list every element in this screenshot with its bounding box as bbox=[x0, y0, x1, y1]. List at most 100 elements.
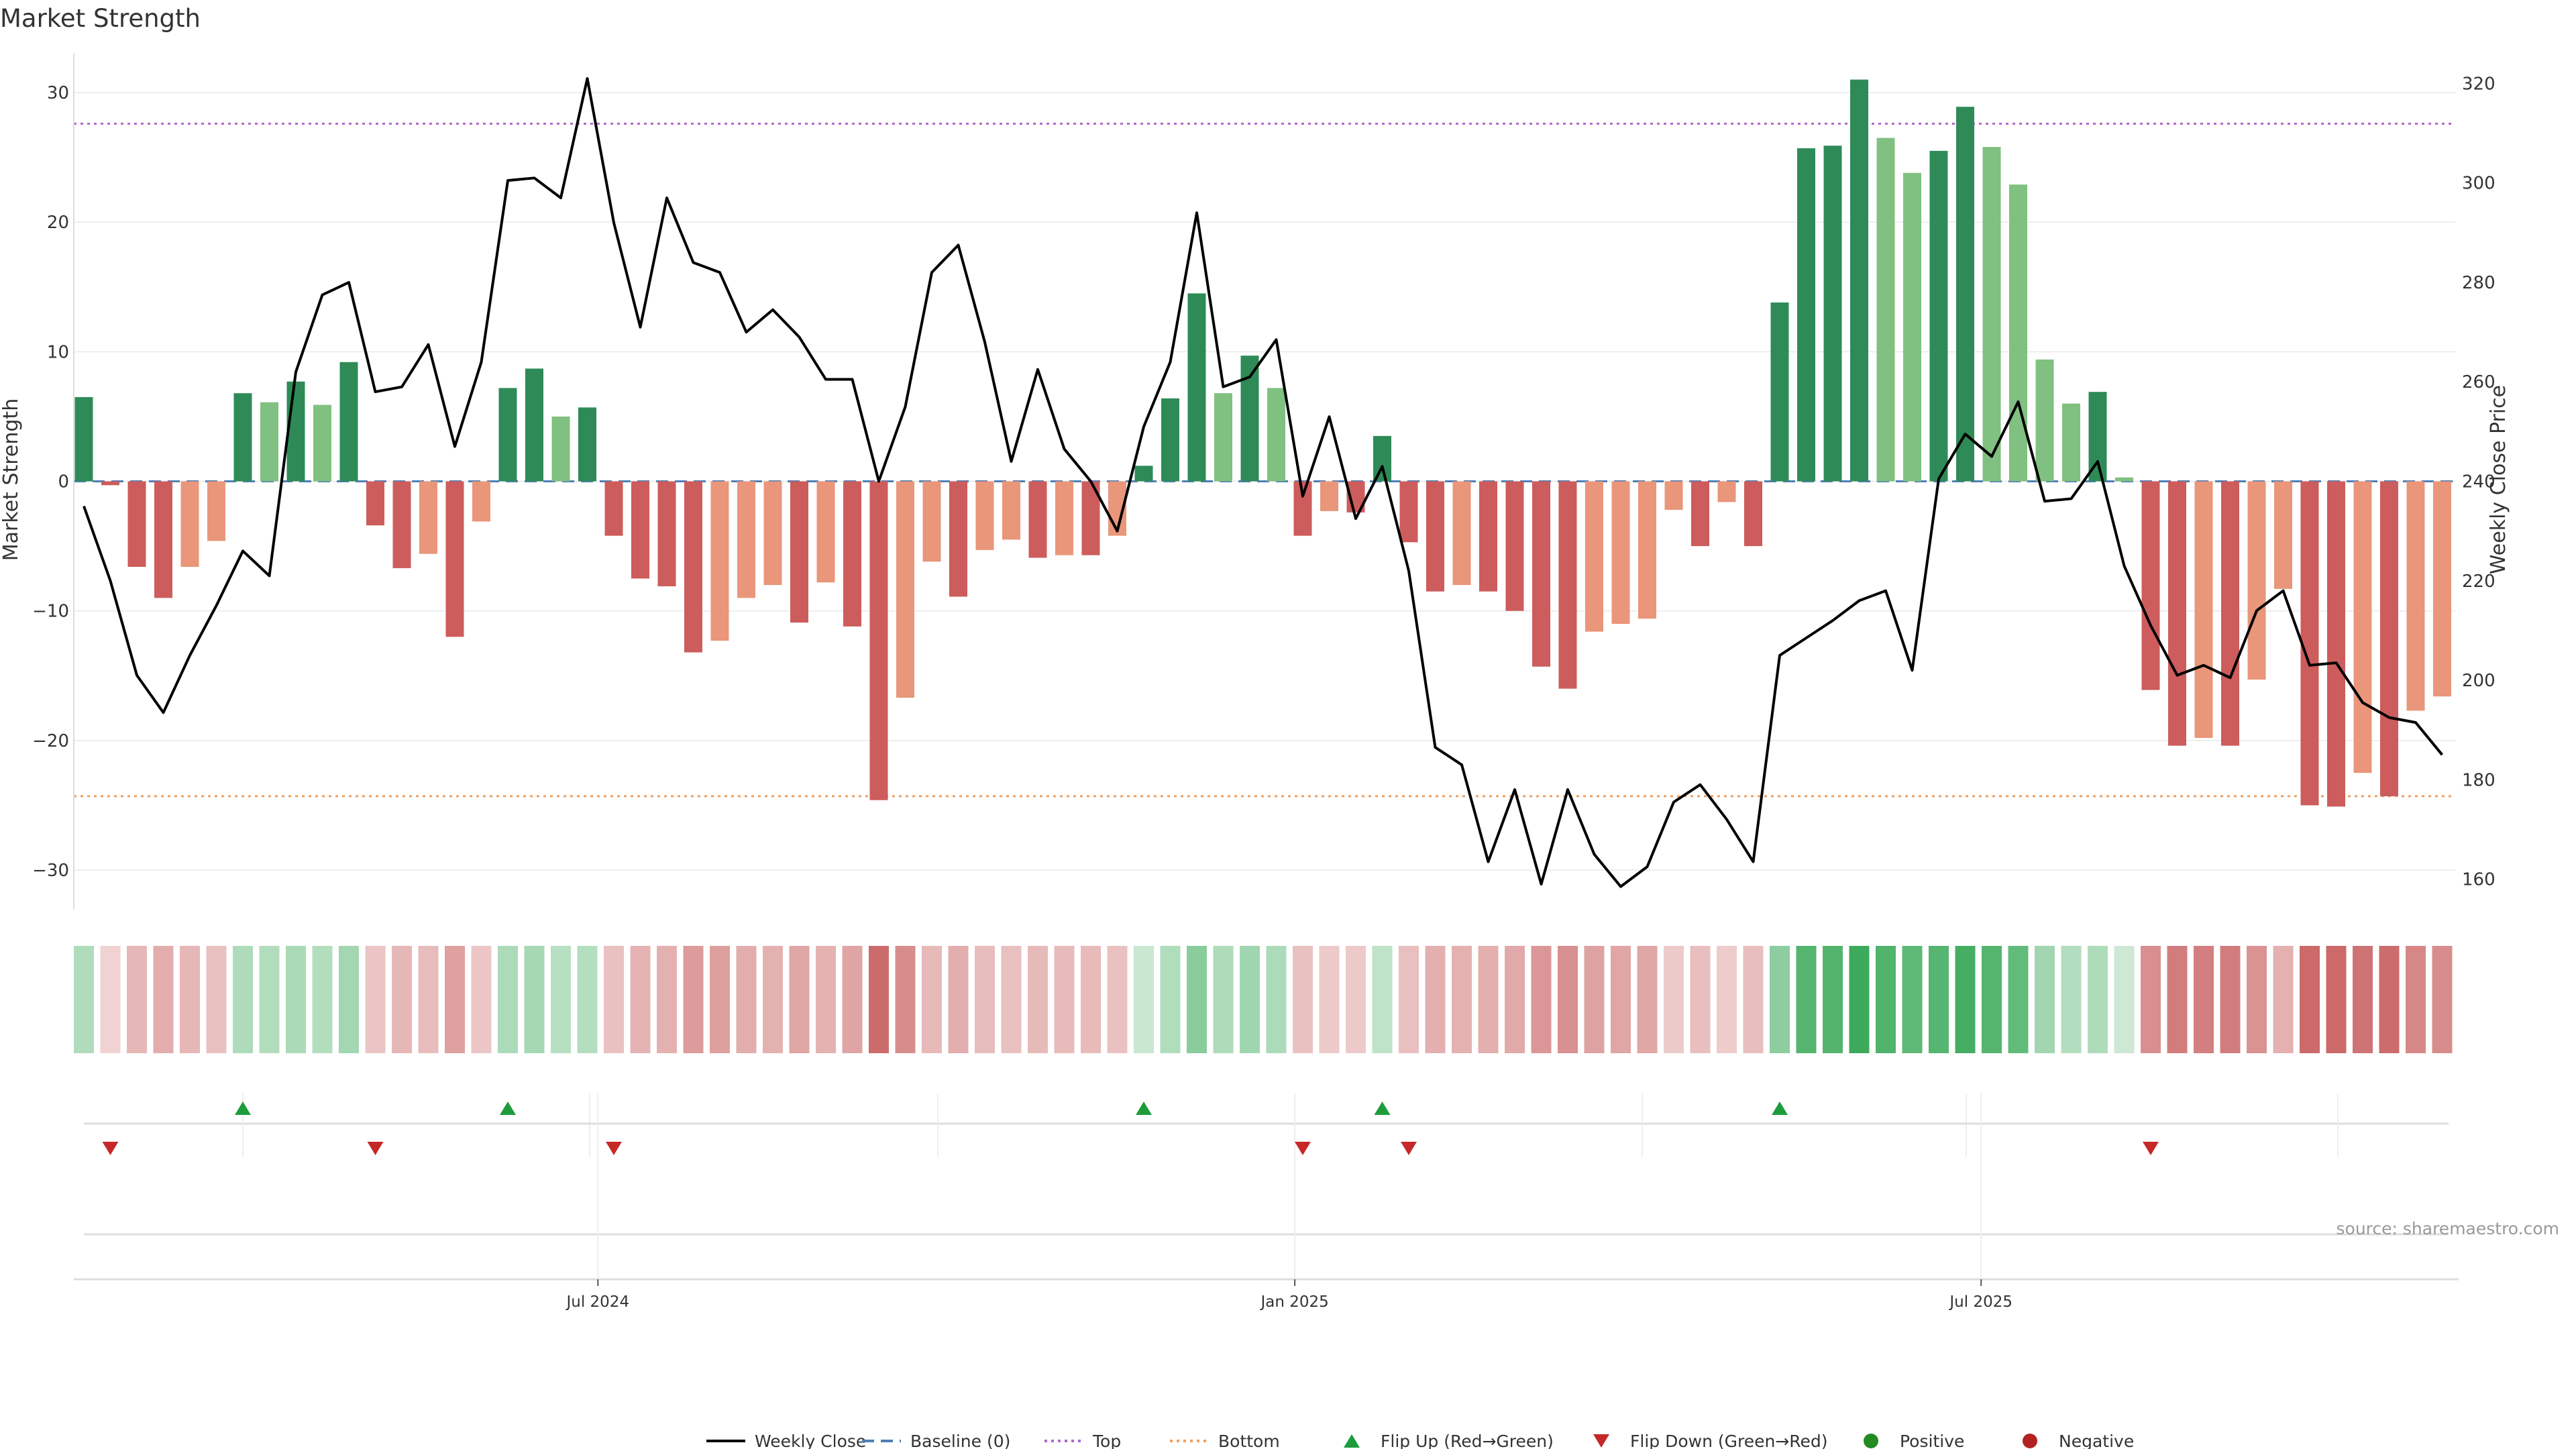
heat-cell bbox=[2353, 946, 2373, 1053]
heat-cell bbox=[2220, 946, 2241, 1053]
strength-bar bbox=[1823, 146, 1842, 482]
flip-up-marker bbox=[1374, 1102, 1391, 1115]
strength-bar bbox=[1267, 388, 1285, 482]
right-tick-label: 300 bbox=[2462, 174, 2496, 194]
strength-bar bbox=[207, 481, 225, 541]
heat-cell bbox=[577, 946, 598, 1053]
strength-bar bbox=[1479, 481, 1497, 592]
strength-bar bbox=[2406, 481, 2425, 711]
left-tick-label: 30 bbox=[47, 83, 69, 103]
strength-bar bbox=[604, 481, 623, 536]
heat-cell bbox=[683, 946, 704, 1053]
heat-cell bbox=[816, 946, 836, 1053]
x-tick-label: Jul 2024 bbox=[565, 1293, 629, 1311]
strength-bar bbox=[2115, 477, 2133, 482]
heat-cell bbox=[1266, 946, 1287, 1053]
flip-up-marker bbox=[235, 1102, 251, 1115]
strength-bar bbox=[1664, 481, 1683, 510]
heat-cell bbox=[2008, 946, 2029, 1053]
heat-cell bbox=[1160, 946, 1181, 1053]
strength-bar bbox=[1850, 79, 1868, 482]
heat-cell bbox=[259, 946, 280, 1053]
heat-cell bbox=[657, 946, 677, 1053]
legend-swatch-flip-down bbox=[1593, 1434, 1609, 1448]
heat-cell bbox=[869, 946, 889, 1053]
strength-bar bbox=[1876, 138, 1895, 482]
heat-cell bbox=[286, 946, 306, 1053]
heat-cell bbox=[498, 946, 518, 1053]
heat-cell bbox=[1505, 946, 1525, 1053]
heat-cell bbox=[2114, 946, 2135, 1053]
heat-cell bbox=[710, 946, 730, 1053]
strength-bar bbox=[127, 481, 146, 567]
heat-cell bbox=[418, 946, 439, 1053]
strength-bar bbox=[1055, 481, 1073, 555]
strength-bar bbox=[1770, 302, 1789, 482]
legend-label: Top bbox=[1092, 1432, 1121, 1449]
heat-cell bbox=[763, 946, 783, 1053]
heat-cell bbox=[1531, 946, 1552, 1053]
strength-bar bbox=[1214, 393, 1232, 482]
heat-cell bbox=[1849, 946, 1870, 1053]
heat-cell bbox=[1690, 946, 1711, 1053]
heat-cell bbox=[1558, 946, 1578, 1053]
left-axis-label: Market Strength bbox=[0, 398, 23, 561]
heat-cell bbox=[1293, 946, 1313, 1053]
strength-bar bbox=[419, 481, 437, 554]
strength-bar bbox=[843, 481, 861, 627]
x-tick-label: Jan 2025 bbox=[1259, 1293, 1328, 1311]
right-tick-label: 280 bbox=[2462, 273, 2496, 293]
strength-bar bbox=[1956, 107, 1974, 482]
left-tick-label: −30 bbox=[32, 861, 69, 881]
heat-cell bbox=[1319, 946, 1340, 1053]
legend-swatch-negative bbox=[2023, 1434, 2037, 1448]
strength-bar bbox=[2433, 481, 2451, 697]
strength-bar bbox=[1558, 481, 1577, 689]
flip-down-marker bbox=[2143, 1142, 2159, 1155]
flip-down-marker bbox=[367, 1142, 384, 1155]
strength-bar bbox=[975, 481, 994, 550]
heat-cell bbox=[153, 946, 174, 1053]
legend-label: Flip Up (Red→Green) bbox=[1381, 1432, 1554, 1449]
strength-bar bbox=[2168, 481, 2186, 746]
heat-cell bbox=[1372, 946, 1393, 1053]
strength-bar bbox=[1638, 481, 1656, 619]
heat-cell bbox=[1187, 946, 1207, 1053]
heat-cell bbox=[551, 946, 571, 1053]
strength-bar bbox=[896, 481, 914, 698]
flip-down-marker bbox=[1295, 1142, 1311, 1155]
strength-bar bbox=[1505, 481, 1524, 611]
strength-bar bbox=[1452, 481, 1471, 586]
heat-cell bbox=[2406, 946, 2426, 1053]
heat-cell bbox=[2141, 946, 2161, 1053]
left-tick-label: 0 bbox=[58, 472, 69, 492]
left-tick-label: 20 bbox=[47, 213, 69, 233]
strength-bar bbox=[657, 481, 676, 586]
strength-bar bbox=[154, 481, 172, 598]
heat-cell bbox=[392, 946, 412, 1053]
strength-bar bbox=[180, 481, 199, 567]
strength-bar bbox=[101, 481, 119, 486]
legend-swatch-positive bbox=[1864, 1434, 1878, 1448]
strength-bar bbox=[578, 407, 596, 482]
strength-bar bbox=[2380, 481, 2398, 796]
strength-bar bbox=[339, 362, 358, 482]
strength-bar bbox=[260, 402, 278, 482]
left-tick-label: 10 bbox=[47, 342, 69, 362]
heat-cell bbox=[975, 946, 995, 1053]
strength-heat-strip bbox=[74, 946, 2453, 1053]
strength-bar bbox=[1320, 481, 1338, 511]
strength-bar bbox=[1399, 481, 1418, 543]
heat-cell bbox=[1478, 946, 1499, 1053]
heat-cell bbox=[445, 946, 465, 1053]
strength-bar bbox=[2062, 403, 2080, 482]
heat-cell bbox=[339, 946, 359, 1053]
heat-cell bbox=[1823, 946, 1843, 1053]
strength-bar bbox=[2327, 481, 2345, 807]
flip-markers bbox=[74, 1093, 2459, 1281]
heat-cell bbox=[1611, 946, 1631, 1053]
heat-cell bbox=[604, 946, 624, 1053]
heat-cell bbox=[2326, 946, 2347, 1053]
legend-label: Flip Down (Green→Red) bbox=[1630, 1432, 1828, 1449]
